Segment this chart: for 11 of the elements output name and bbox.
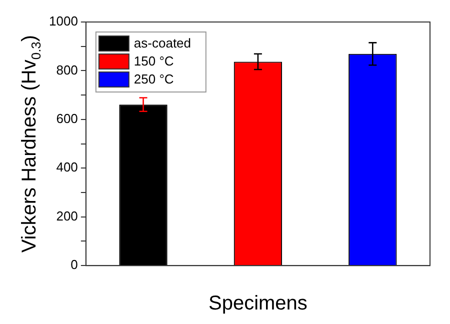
y-tick-label: 0 [70,257,78,272]
legend-label: 150 °C [134,54,174,69]
y-tick-label: 1000 [49,14,78,29]
y-tick-label: 600 [56,111,78,126]
y-tick-label: 400 [56,160,78,175]
y-axis-title: Vickers Hardness (Hv0.3) [18,34,44,253]
legend-label: 250 °C [134,72,174,87]
legend-label: as-coated [134,36,192,51]
y-tick-label: 800 [56,62,78,78]
x-axis-title: Specimens [208,292,308,315]
y-tick-label: 200 [56,208,78,224]
